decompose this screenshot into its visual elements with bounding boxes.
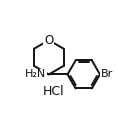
- Text: HCl: HCl: [43, 85, 65, 98]
- Text: H₂N: H₂N: [25, 69, 47, 79]
- Text: Br: Br: [101, 69, 113, 79]
- Text: O: O: [44, 34, 53, 47]
